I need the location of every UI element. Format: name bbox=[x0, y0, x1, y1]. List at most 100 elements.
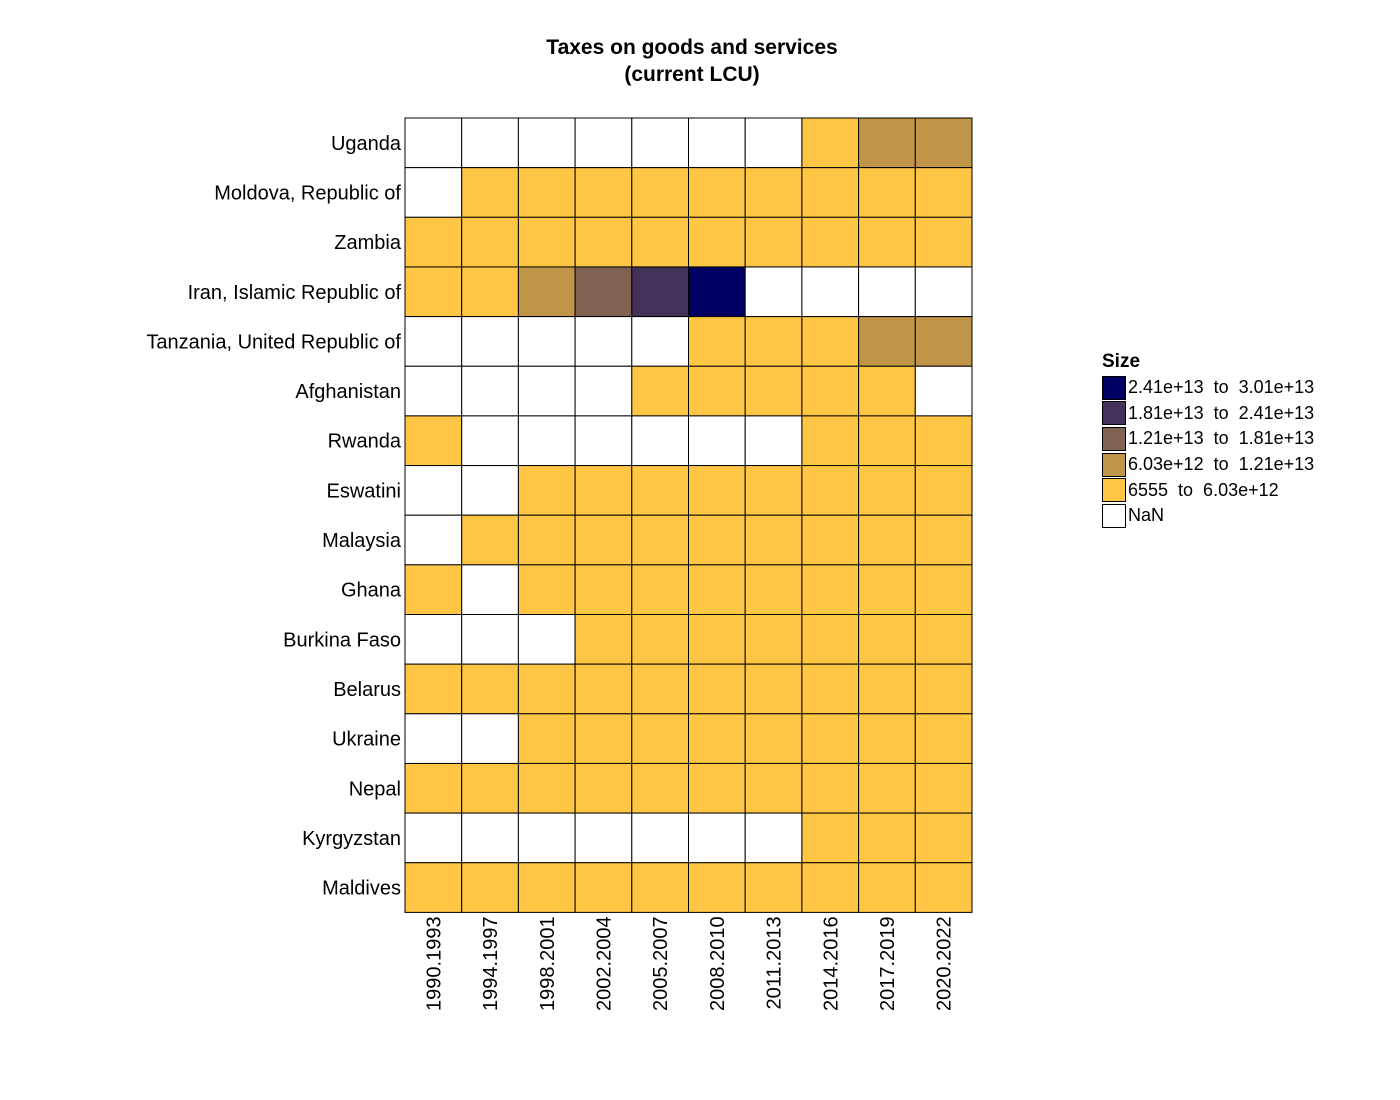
heatmap-cell bbox=[744, 365, 803, 417]
heatmap-cell bbox=[801, 415, 860, 467]
heatmap-cell bbox=[574, 365, 633, 417]
chart-subtitle: (current LCU) bbox=[624, 63, 760, 86]
x-tick-label: 2017.2019 bbox=[877, 916, 899, 1011]
heatmap-cell bbox=[801, 762, 860, 814]
y-tick-label: Uganda bbox=[331, 133, 402, 155]
heatmap-cell bbox=[858, 117, 916, 169]
heatmap-cell bbox=[404, 663, 463, 715]
y-tick-label: Iran, Islamic Republic of bbox=[188, 282, 402, 304]
y-tick-label: Afghanistan bbox=[295, 381, 401, 403]
legend-label: 1.21e+13 to 1.81e+13 bbox=[1128, 428, 1315, 449]
y-tick-label: Belarus bbox=[333, 679, 401, 701]
legend-item: 1.81e+13 to 2.41e+13 bbox=[1102, 401, 1314, 427]
heatmap-cell bbox=[574, 663, 633, 715]
heatmap-cell bbox=[574, 465, 633, 516]
heatmap-cell bbox=[688, 167, 746, 218]
heatmap-cell bbox=[404, 365, 463, 417]
heatmap-cell bbox=[461, 167, 519, 218]
y-tick-label: Rwanda bbox=[328, 431, 402, 453]
heatmap-cell bbox=[744, 564, 803, 615]
heatmap-cell bbox=[914, 216, 973, 268]
x-tick-label: 2020.2022 bbox=[934, 916, 956, 1011]
heatmap-cell bbox=[688, 614, 746, 665]
heatmap-cell bbox=[914, 564, 973, 615]
heatmap-cell bbox=[858, 465, 916, 516]
heatmap-cell bbox=[404, 465, 463, 516]
heatmap-cell bbox=[858, 415, 916, 467]
heatmap-cell bbox=[914, 415, 973, 467]
heatmap-cell bbox=[404, 514, 463, 566]
heatmap-cell bbox=[744, 713, 803, 764]
heatmap-cell bbox=[631, 564, 689, 615]
heatmap-cell bbox=[858, 167, 916, 218]
heatmap-cell bbox=[914, 514, 973, 566]
legend-swatch bbox=[1102, 503, 1126, 528]
heatmap-cell bbox=[517, 167, 576, 218]
heatmap-cell bbox=[631, 167, 689, 218]
heatmap-cell bbox=[461, 514, 519, 566]
heatmap-cell bbox=[404, 117, 463, 169]
heatmap-cell bbox=[404, 762, 463, 814]
heatmap-cell bbox=[914, 614, 973, 665]
heatmap-cell bbox=[801, 266, 860, 318]
heatmap-cell bbox=[517, 465, 576, 516]
heatmap-cell bbox=[744, 862, 803, 913]
heatmap-cell bbox=[404, 415, 463, 467]
heatmap-cell bbox=[744, 762, 803, 814]
heatmap-cell bbox=[517, 316, 576, 367]
heatmap-cell bbox=[517, 713, 576, 764]
heatmap-cell bbox=[461, 713, 519, 764]
x-tick-label: 2005.2007 bbox=[650, 916, 672, 1011]
heatmap-cell bbox=[688, 266, 746, 318]
heatmap-cell bbox=[744, 216, 803, 268]
heatmap-cell bbox=[801, 365, 860, 417]
heatmap-cell bbox=[574, 614, 633, 665]
heatmap-cell bbox=[801, 465, 860, 516]
heatmap-cell bbox=[631, 614, 689, 665]
heatmap-cell bbox=[517, 365, 576, 417]
y-tick-label: Kyrgyzstan bbox=[302, 828, 401, 850]
heatmap-cell bbox=[574, 564, 633, 615]
heatmap-cell bbox=[801, 117, 860, 169]
legend-item: 2.41e+13 to 3.01e+13 bbox=[1102, 375, 1314, 401]
heatmap-cell bbox=[801, 216, 860, 268]
heatmap-cell bbox=[914, 316, 973, 367]
x-tick-label: 1994.1997 bbox=[480, 916, 502, 1011]
heatmap-cell bbox=[744, 117, 803, 169]
heatmap-cell bbox=[858, 365, 916, 417]
heatmap-cell bbox=[404, 614, 463, 665]
heatmap-cell bbox=[688, 713, 746, 764]
y-tick-label: Ukraine bbox=[332, 729, 401, 751]
legend-swatch bbox=[1102, 426, 1126, 451]
heatmap-cell bbox=[914, 713, 973, 764]
x-tick-label: 2002.2004 bbox=[593, 916, 615, 1011]
heatmap-cell bbox=[858, 762, 916, 814]
heatmap-cell bbox=[688, 862, 746, 913]
heatmap-cell bbox=[744, 167, 803, 218]
heatmap-cell bbox=[688, 316, 746, 367]
heatmap-cell bbox=[744, 316, 803, 367]
x-tick-label: 1990.1993 bbox=[423, 916, 445, 1011]
heatmap-cell bbox=[517, 514, 576, 566]
heatmap-cell bbox=[688, 216, 746, 268]
y-tick-label: Maldives bbox=[322, 878, 401, 900]
heatmap-cell bbox=[744, 614, 803, 665]
x-tick-label: 1998.2001 bbox=[537, 916, 559, 1011]
x-tick-label: 2008.2010 bbox=[707, 916, 729, 1011]
heatmap-cell bbox=[688, 465, 746, 516]
y-tick-label: Eswatini bbox=[327, 480, 401, 502]
legend-label: 6555 to 6.03e+12 bbox=[1128, 479, 1279, 500]
legend-item: 6555 to 6.03e+12 bbox=[1102, 477, 1314, 503]
chart-title: Taxes on goods and services bbox=[546, 36, 838, 59]
heatmap-cell bbox=[461, 117, 519, 169]
heatmap-cell bbox=[914, 266, 973, 318]
heatmap-cell bbox=[858, 266, 916, 318]
heatmap-cell bbox=[801, 316, 860, 367]
heatmap-cell bbox=[574, 812, 633, 864]
heatmap-cell bbox=[858, 614, 916, 665]
heatmap-cell bbox=[914, 117, 973, 169]
heatmap-cell bbox=[404, 266, 463, 318]
heatmap-cell bbox=[631, 365, 689, 417]
heatmap-cell bbox=[914, 167, 973, 218]
heatmap-cell bbox=[574, 762, 633, 814]
